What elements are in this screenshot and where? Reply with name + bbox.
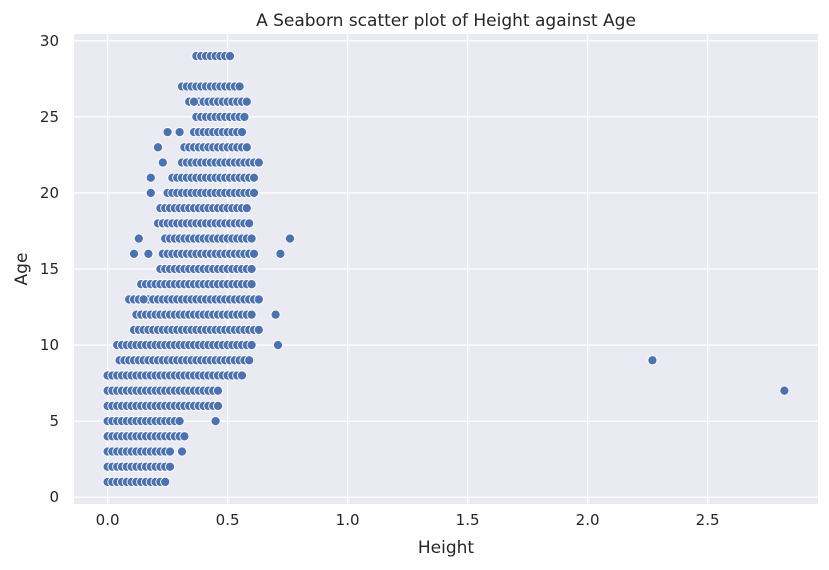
scatter-point: [212, 385, 224, 396]
scatter-point: [246, 309, 257, 320]
scatter-point: [145, 187, 156, 198]
scatter-point: [246, 263, 257, 275]
scatter-point: [275, 248, 286, 259]
x-tick-labels: 0.0 0.5 1.0 1.5 2.0 2.5: [96, 511, 720, 529]
scatter-point: [174, 127, 185, 138]
scatter-point: [248, 172, 260, 183]
scatter-point: [210, 416, 221, 427]
scatter-point: [284, 233, 296, 244]
scatter-point: [248, 248, 260, 259]
x-tick-label: 1.5: [456, 511, 480, 529]
x-axis-label: Height: [418, 538, 475, 558]
scatter-point: [164, 461, 176, 472]
x-tick-label: 2.0: [576, 511, 600, 529]
scatter-point: [128, 248, 140, 259]
scatter-point: [162, 127, 173, 138]
scatter-point: [236, 370, 248, 381]
scatter-point: [164, 446, 176, 457]
y-tick-label: 30: [40, 32, 59, 50]
scatter-point: [212, 400, 224, 411]
scatter-point: [253, 157, 264, 168]
scatter-point: [248, 187, 260, 198]
scatter-point: [244, 218, 255, 229]
scatter-point: [160, 476, 171, 487]
scatter-point: [246, 339, 257, 351]
y-tick-label: 5: [49, 412, 59, 430]
scatter-point: [272, 339, 284, 351]
scatter-point: [647, 355, 658, 366]
y-tick-label: 10: [40, 336, 59, 354]
scatter-point: [779, 385, 790, 396]
scatter-point: [145, 172, 156, 183]
y-tick-label: 0: [49, 488, 59, 506]
chart-title: A Seaborn scatter plot of Height against…: [256, 11, 636, 31]
scatter-point: [234, 81, 245, 92]
y-tick-label: 25: [40, 108, 59, 126]
scatter-point: [179, 431, 190, 442]
scatter-point: [253, 294, 264, 305]
scatter-point: [133, 233, 144, 244]
scatter-point: [143, 248, 154, 259]
scatter-point: [241, 96, 252, 107]
scatter-point: [241, 142, 252, 153]
scatter-point: [241, 203, 252, 214]
scatter-point: [188, 96, 200, 107]
x-tick-label: 0.5: [216, 511, 240, 529]
scatter-point: [246, 279, 257, 290]
y-axis-label: Age: [12, 253, 32, 286]
scatter-point: [157, 157, 168, 168]
y-tick-labels: 0 5 10 15 20 25 30: [40, 32, 59, 506]
x-tick-label: 1.0: [336, 511, 360, 529]
scatter-point: [236, 127, 248, 138]
scatter-point: [270, 309, 281, 320]
scatter-point: [239, 111, 250, 122]
y-tick-label: 15: [40, 260, 59, 278]
scatter-point: [152, 142, 164, 153]
scatter-point: [244, 355, 255, 366]
x-tick-label: 0.0: [96, 511, 120, 529]
scatter-point: [224, 51, 236, 62]
y-tick-label: 20: [40, 184, 59, 202]
scatter-point: [176, 446, 188, 457]
scatter-point: [138, 294, 149, 305]
data-points: [102, 51, 790, 487]
scatter-point: [253, 324, 264, 335]
scatter-point: [246, 233, 257, 244]
x-tick-label: 2.5: [696, 511, 720, 529]
scatter-point: [174, 416, 185, 427]
